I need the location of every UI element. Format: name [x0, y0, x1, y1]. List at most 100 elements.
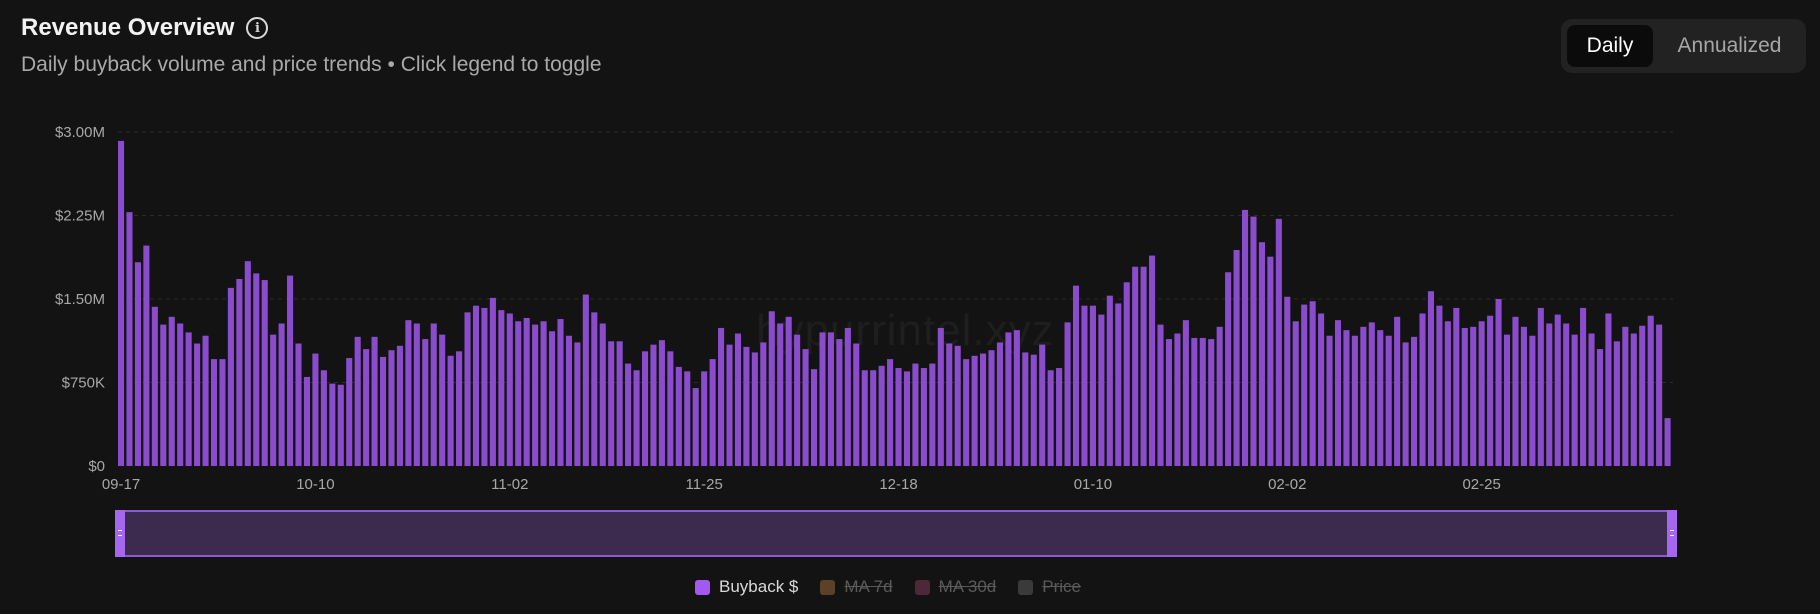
bar[interactable] [1512, 316, 1519, 466]
bar[interactable] [1622, 326, 1629, 466]
bar[interactable] [1039, 344, 1046, 466]
bar[interactable] [1334, 320, 1342, 466]
bar[interactable] [1360, 326, 1367, 466]
bar[interactable] [134, 262, 141, 466]
bar[interactable] [1461, 327, 1468, 466]
bar[interactable] [1394, 316, 1401, 466]
bar[interactable] [1056, 368, 1063, 466]
bar[interactable] [777, 323, 784, 466]
bar[interactable] [633, 370, 640, 466]
bar[interactable] [540, 321, 547, 466]
bar[interactable] [1368, 322, 1375, 466]
bar[interactable] [1613, 341, 1620, 466]
bar[interactable] [1233, 250, 1240, 466]
bar[interactable] [718, 327, 725, 466]
legend-item-ma-30d[interactable]: MA 30d [914, 577, 996, 597]
bar[interactable] [464, 312, 471, 466]
bar[interactable] [1309, 301, 1316, 466]
bar[interactable] [1089, 305, 1096, 466]
bar[interactable] [971, 355, 978, 466]
bar[interactable] [760, 342, 767, 466]
bar[interactable] [870, 370, 877, 466]
bar[interactable] [270, 334, 277, 466]
bar[interactable] [946, 343, 953, 466]
bar[interactable] [287, 275, 294, 466]
bar[interactable] [236, 278, 243, 466]
bar[interactable] [650, 344, 657, 466]
bar[interactable] [1165, 339, 1173, 466]
bar[interactable] [1453, 307, 1460, 466]
bar[interactable] [346, 358, 353, 466]
bar[interactable] [861, 370, 868, 466]
bar[interactable] [1292, 321, 1299, 466]
bar[interactable] [1419, 313, 1426, 466]
bar[interactable] [658, 340, 665, 466]
bar[interactable] [1402, 342, 1409, 466]
bar[interactable] [591, 312, 598, 466]
bar[interactable] [202, 335, 209, 466]
bar[interactable] [194, 343, 201, 466]
bar[interactable] [253, 273, 260, 466]
bar[interactable] [1267, 256, 1274, 466]
bar[interactable] [1174, 333, 1181, 466]
bar[interactable] [1208, 339, 1215, 466]
bar[interactable] [675, 366, 682, 466]
bar[interactable] [118, 140, 125, 466]
bar[interactable] [1030, 354, 1037, 466]
bar[interactable] [616, 341, 623, 466]
bar[interactable] [1047, 370, 1054, 466]
bar[interactable] [1013, 330, 1020, 466]
bar[interactable] [227, 287, 234, 466]
bar[interactable] [701, 371, 708, 466]
bar[interactable] [1503, 334, 1511, 466]
bar[interactable] [1081, 305, 1088, 466]
bar[interactable] [734, 333, 742, 466]
bar[interactable] [1647, 315, 1654, 466]
bar[interactable] [1529, 335, 1536, 466]
bar[interactable] [802, 349, 809, 466]
bar[interactable] [599, 323, 606, 466]
bar[interactable] [920, 368, 927, 466]
bar[interactable] [912, 363, 919, 466]
bar[interactable] [456, 351, 463, 466]
bar[interactable] [1241, 209, 1249, 466]
legend-item-buyback[interactable]: Buyback $ [695, 577, 798, 597]
bar[interactable] [354, 336, 361, 466]
bar[interactable] [1580, 307, 1587, 466]
daily-toggle-button[interactable]: Daily [1567, 25, 1653, 67]
bar[interactable] [878, 365, 885, 466]
bar[interactable] [996, 342, 1003, 466]
bar[interactable] [1123, 282, 1130, 466]
bar[interactable] [794, 334, 801, 466]
bar[interactable] [1411, 336, 1418, 466]
bar[interactable] [303, 376, 310, 466]
range-slider-left-handle[interactable] [115, 510, 125, 557]
bar[interactable] [160, 324, 167, 466]
bar[interactable] [1351, 335, 1358, 466]
bar[interactable] [1199, 337, 1206, 466]
bar[interactable] [1444, 321, 1451, 466]
bar[interactable] [641, 351, 649, 466]
bar[interactable] [903, 371, 911, 466]
bar[interactable] [743, 346, 750, 466]
bar[interactable] [692, 388, 699, 466]
bar[interactable] [667, 351, 674, 466]
bar[interactable] [219, 359, 226, 466]
bar[interactable] [836, 339, 843, 466]
bar[interactable] [312, 353, 319, 466]
bar[interactable] [608, 341, 615, 466]
bar[interactable] [1098, 314, 1105, 466]
bar[interactable] [244, 261, 251, 466]
bar[interactable] [1275, 218, 1282, 466]
bar[interactable] [261, 280, 268, 466]
bar[interactable] [523, 317, 530, 466]
bar[interactable] [1427, 291, 1434, 466]
bar[interactable] [337, 384, 344, 466]
bar[interactable] [819, 332, 826, 466]
bar[interactable] [422, 339, 429, 466]
bar[interactable] [1140, 266, 1147, 466]
bar[interactable] [963, 359, 970, 466]
bar[interactable] [413, 323, 420, 466]
bar[interactable] [320, 370, 327, 466]
bar[interactable] [557, 319, 564, 466]
